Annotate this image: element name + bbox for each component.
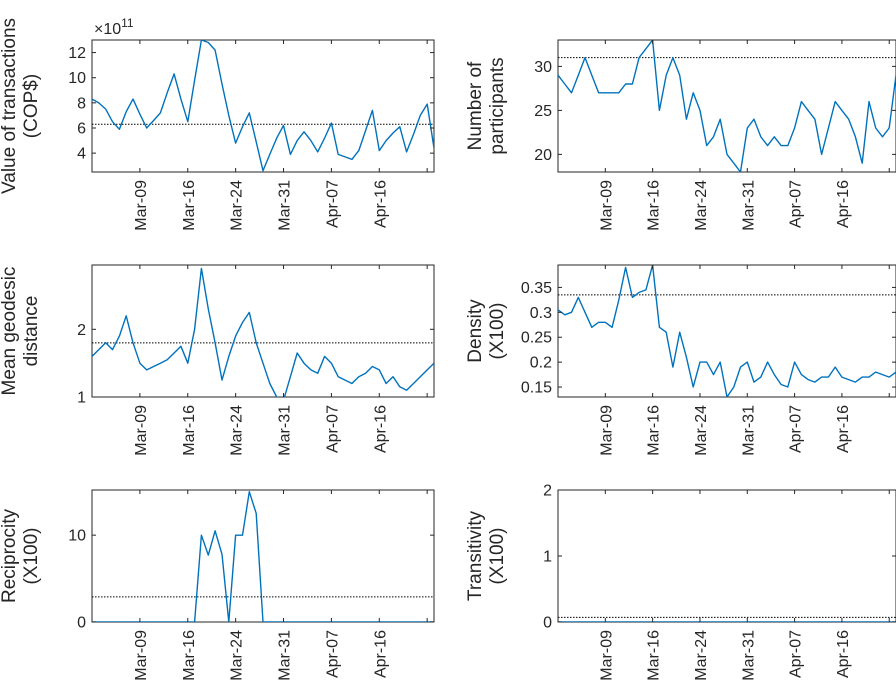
value-of-transactions-xtick-label: Apr-07 [324,180,341,228]
number-of-participants-xtick-label: Mar-24 [693,180,710,231]
transitivity-ytick-label: 1 [543,549,552,566]
number-of-participants-xtick-label: Apr-07 [788,180,805,228]
reciprocity-xtick-label: Apr-16 [372,630,389,678]
mean-geodesic-distance-xtick-label: Apr-16 [372,405,389,453]
reciprocity-ylabel: Reciprocity [0,509,20,603]
number-of-participants-ytick-label: 20 [534,147,552,164]
number-of-participants-xtick-label: Apr-16 [835,180,852,228]
mean-geodesic-distance-axes-box [91,264,435,398]
value-of-transactions-ytick-label: 10 [68,70,86,87]
density-series-line [558,265,896,397]
value-of-transactions-ytick-label: 4 [77,146,86,163]
value-of-transactions-xtick-label: Mar-09 [133,180,150,231]
reciprocity-xtick-label: Mar-24 [229,630,246,681]
transitivity-ytick-label: 2 [543,483,552,500]
density-ytick-label: 0.3 [530,305,552,322]
density-xtick-label: Mar-31 [740,405,757,456]
transitivity-chart: 0 1 2 Mar-09 Mar-16 Mar-24 Mar-31 Apr-07 Apr-16 T… [465,483,896,681]
reciprocity-xtick-label: Mar-16 [181,630,198,681]
reciprocity-xtick-label: Apr-07 [324,630,341,678]
number-of-participants-axes-box [557,39,896,173]
transitivity-ylabel: Transitivity [465,510,486,601]
transitivity-ylabel: (X100) [487,527,508,584]
number-of-participants-ylabel: Number of [465,61,486,150]
density-chart: 0.15 0.2 0.25 0.3 0.35 Mar-09 Mar-16 Mar-24 Mar-… [465,264,896,456]
density-ytick-label: 0.35 [521,280,552,297]
mean-geodesic-distance-chart: 1 2 Mar-09 Mar-16 Mar-24 Mar-31 Apr-07 Apr-16 Me… [0,264,435,456]
value-of-transactions-xtick-label: Mar-16 [181,180,198,231]
transitivity-xtick-label: Mar-09 [598,630,615,681]
mean-geodesic-distance-series-line [92,267,434,397]
number-of-participants-series-line [558,40,896,172]
reciprocity-ytick-label: 10 [68,528,86,545]
density-xtick-label: Mar-16 [646,405,663,456]
density-axes-box [557,264,896,398]
mean-geodesic-distance-ylabel: Mean geodesic [0,267,20,396]
reciprocity-chart: 0 10 Mar-09 Mar-16 Mar-24 Mar-31 Apr-07 Apr-16 R… [0,489,435,681]
reciprocity-series-line [92,491,434,622]
value-of-transactions-xtick-label: Mar-24 [229,180,246,231]
mean-geodesic-distance-xtick-label: Mar-24 [229,405,246,456]
reciprocity-ytick-label: 0 [77,615,86,632]
value-of-transactions-ytick-label: 6 [77,121,86,138]
mean-geodesic-distance-ytick-label: 1 [77,390,86,407]
reciprocity-xtick-label: Mar-09 [133,630,150,681]
density-xtick-label: Mar-09 [598,405,615,456]
transitivity-ytick-label: 0 [543,615,552,632]
density-ytick-label: 0.2 [530,355,552,372]
transitivity-xtick-label: Mar-31 [740,630,757,681]
mean-geodesic-distance-xtick-label: Mar-31 [277,405,294,456]
number-of-participants-ytick-label: 30 [534,59,552,76]
value-of-transactions-exponent-label: ×1011 [94,16,134,38]
mean-geodesic-distance-ytick-label: 2 [77,322,86,339]
value-of-transactions-axes-box [91,39,435,173]
density-ytick-label: 0.15 [521,380,552,397]
number-of-participants-ylabel: participants [487,57,508,154]
mean-geodesic-distance-ylabel: distance [21,296,42,367]
density-xtick-label: Mar-24 [693,405,710,456]
value-of-transactions-ytick-label: 8 [77,95,86,112]
value-of-transactions-ylabel: (COP$) [21,74,42,138]
number-of-participants-xtick-label: Mar-16 [646,180,663,231]
value-of-transactions-chart: 4 6 8 10 12 Mar-09 Mar-16 Mar-24 Mar-31 Apr-07 Apr… [0,16,435,231]
number-of-participants-ytick-label: 25 [534,103,552,120]
density-xtick-label: Apr-07 [788,405,805,453]
number-of-participants-xtick-label: Mar-31 [740,180,757,231]
number-of-participants-xtick-label: Mar-09 [598,180,615,231]
value-of-transactions-xtick-label: Mar-31 [277,180,294,231]
mean-geodesic-distance-xtick-label: Mar-09 [133,405,150,456]
transitivity-xtick-label: Mar-16 [646,630,663,681]
reciprocity-ylabel: (X100) [21,527,42,584]
transitivity-xtick-label: Apr-07 [788,630,805,678]
mean-geodesic-distance-xtick-label: Mar-16 [181,405,198,456]
value-of-transactions-ylabel: Value of transactions [0,18,20,194]
number-of-participants-chart: 20 25 30 Mar-09 Mar-16 Mar-24 Mar-31 Apr-07 Apr-… [465,39,896,231]
density-ytick-label: 0.25 [521,330,552,347]
transitivity-xtick-label: Mar-24 [693,630,710,681]
reciprocity-axes-box [91,489,435,623]
density-xtick-label: Apr-16 [835,405,852,453]
mean-geodesic-distance-xtick-label: Apr-07 [324,405,341,453]
transitivity-xtick-label: Apr-16 [835,630,852,678]
value-of-transactions-ytick-label: 12 [68,45,86,62]
density-ylabel: (X100) [487,302,508,359]
reciprocity-xtick-label: Mar-31 [277,630,294,681]
transitivity-axes-box [557,489,896,623]
value-of-transactions-series-line [92,40,434,172]
value-of-transactions-xtick-label: Apr-16 [372,180,389,228]
density-ylabel: Density [465,299,486,363]
